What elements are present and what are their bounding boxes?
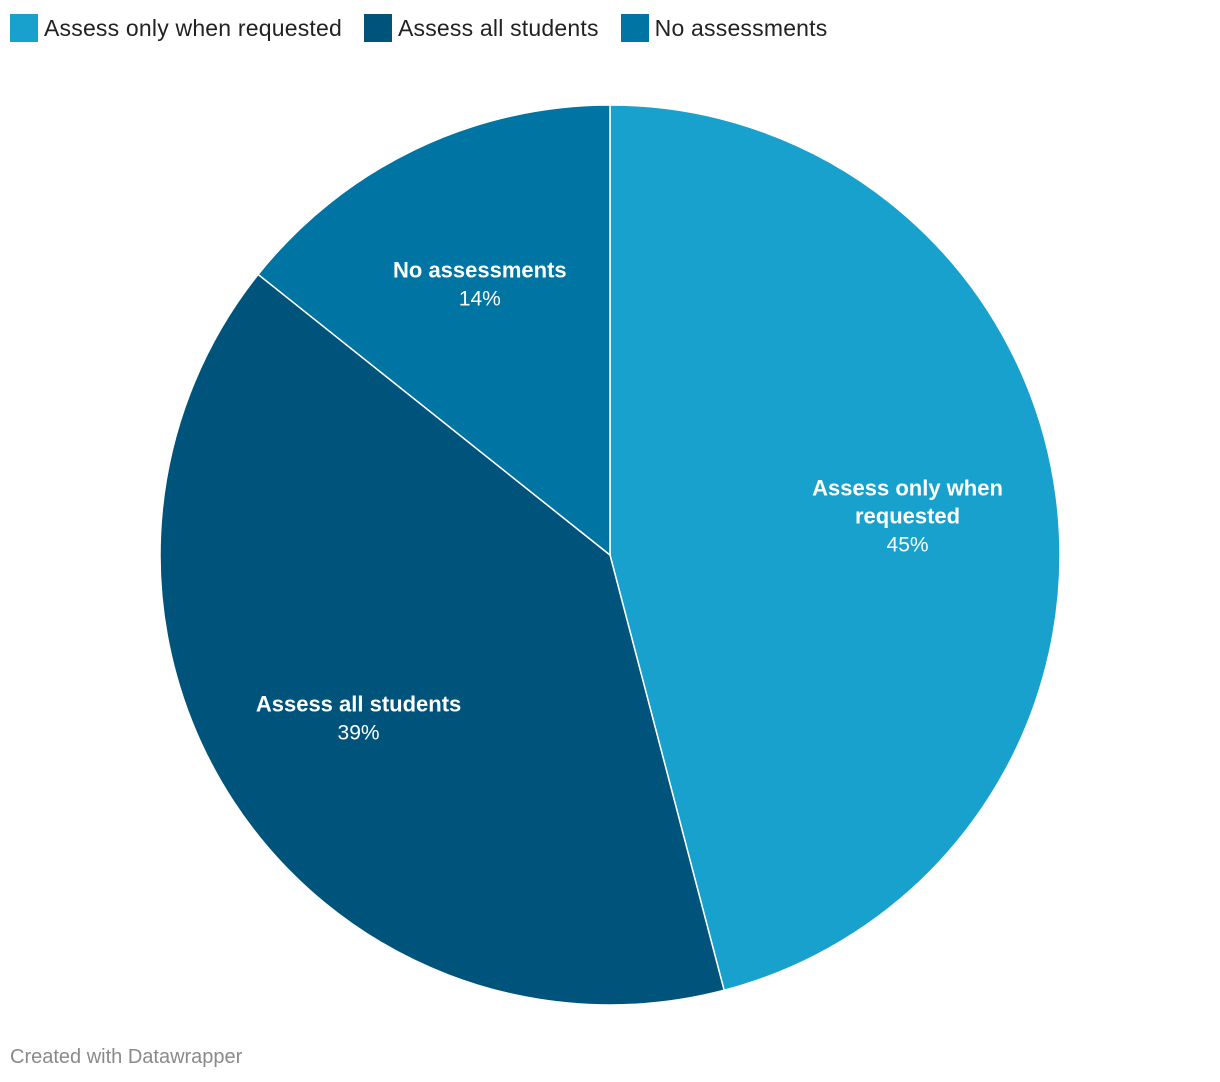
chart-legend: Assess only when requested Assess all st… [10, 12, 827, 44]
datawrapper-credit: Created with Datawrapper [10, 1046, 243, 1068]
legend-item-assess-all-students: Assess all students [363, 14, 599, 42]
legend-label-no-assessments: No assessments [654, 14, 828, 41]
legend-swatch-assess-all-students [363, 14, 392, 42]
legend-item-assess-only-when-requested: Assess only when requested [10, 14, 342, 42]
slice-label-assess-only-when-requested-line-2: requested [855, 504, 960, 529]
pie-chart: Assess only when requested 45% Assess all s… [159, 104, 1061, 1006]
pie-slice-no-assessments [257, 104, 611, 556]
legend-swatch-no-assessments [620, 14, 649, 42]
slice-value-no-assessments: 14% [459, 288, 501, 311]
slice-label-no-assessments: No assessments [393, 258, 567, 283]
slice-value-assess-all-students: 39% [338, 722, 380, 745]
slice-label-assess-all-students: Assess all students [256, 692, 461, 717]
legend-item-no-assessments: No assessments [620, 14, 828, 42]
slice-label-assess-only-when-requested-line-1: Assess only when [812, 476, 1003, 501]
legend-swatch-assess-only-when-requested [10, 14, 38, 42]
legend-label-assess-only-when-requested: Assess only when requested [44, 14, 342, 41]
pie-slice-assess-all-students [159, 273, 725, 1006]
slice-value-assess-only-when-requested: 45% [887, 534, 929, 557]
legend-label-assess-all-students: Assess all students [397, 14, 599, 41]
pie-slice-assess-only-when-requested [609, 104, 1061, 992]
